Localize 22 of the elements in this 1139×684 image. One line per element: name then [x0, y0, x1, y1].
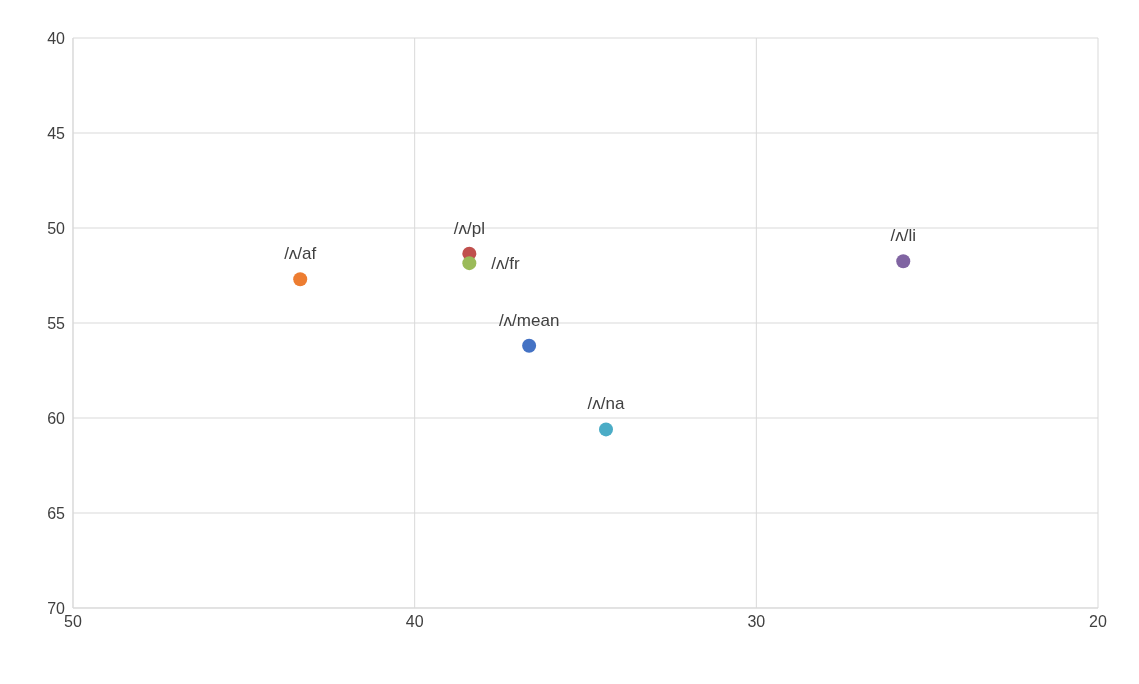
point	[522, 338, 537, 353]
x-tick-label: 30	[747, 613, 766, 631]
y-tick-label: 55	[47, 314, 66, 332]
y-tick-label: 40	[47, 29, 66, 47]
series-label: /ʌ/li	[890, 226, 916, 246]
y-tick-label: 65	[47, 504, 66, 522]
y-tick-label: 70	[47, 599, 66, 617]
series-label: /ʌ/na	[587, 394, 625, 414]
y-tick-label: 45	[47, 124, 66, 142]
point	[896, 254, 911, 269]
x-tick-label: 40	[405, 613, 424, 631]
x-tick-label: 50	[64, 613, 82, 631]
series-label: /ʌ/af	[284, 244, 317, 264]
series-label: /ʌ/pl	[453, 218, 485, 238]
y-tick-label: 50	[47, 219, 66, 237]
series-label: /ʌ/mean	[498, 310, 560, 330]
point	[462, 256, 477, 271]
point	[599, 422, 613, 437]
y-tick-label: 60	[47, 409, 66, 427]
series-label: /ʌ/fr	[491, 254, 520, 274]
point	[293, 272, 308, 287]
x-tick-label: 20	[1089, 613, 1107, 631]
